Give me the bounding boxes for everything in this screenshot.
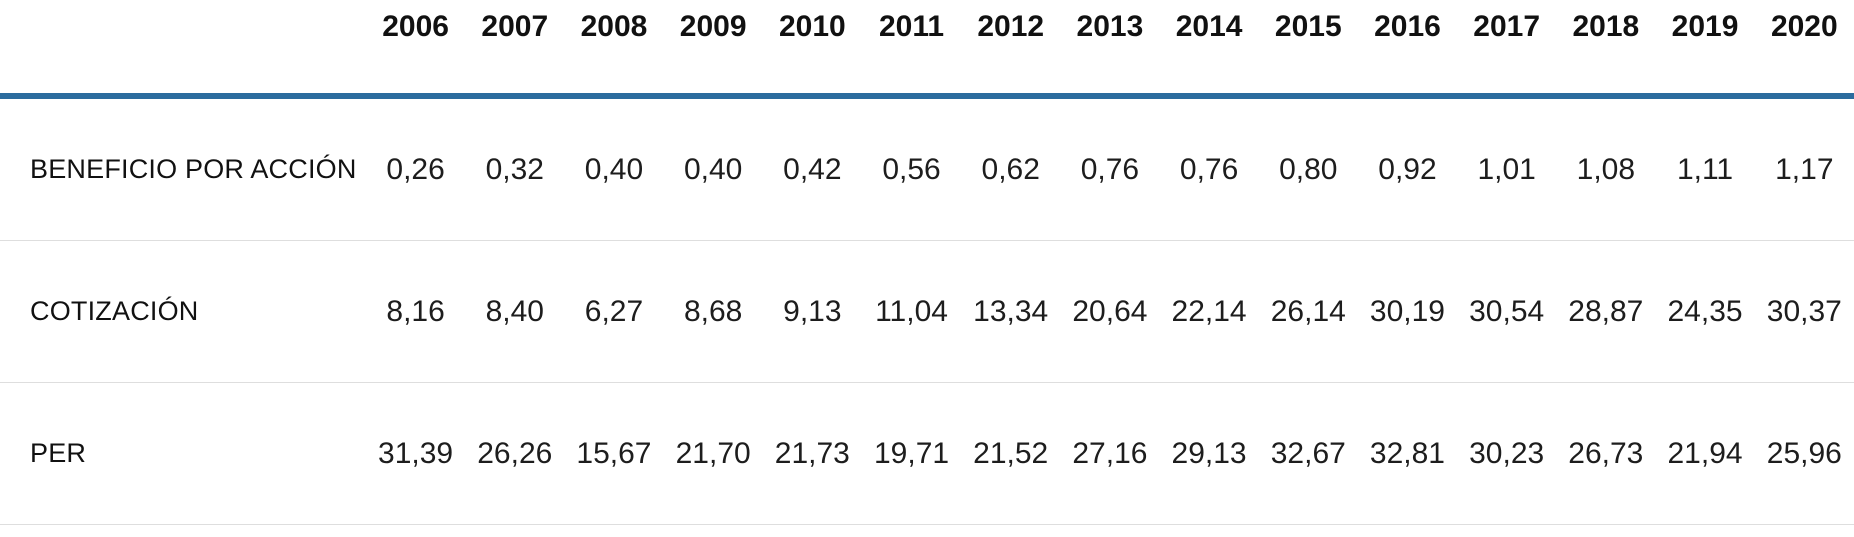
- cell-value: 21,52: [973, 436, 1049, 470]
- cell-value: 22,14: [1171, 294, 1247, 328]
- cell-value: 31,39: [378, 436, 454, 470]
- year-header-2013: 2013: [1076, 10, 1144, 43]
- cell-value: 0,76: [1179, 152, 1239, 186]
- cell-value: 27,16: [1072, 436, 1148, 470]
- year-header-2018: 2018: [1572, 10, 1640, 43]
- cell-value: 28,87: [1568, 294, 1644, 328]
- year-header-2019: 2019: [1671, 10, 1739, 43]
- corner-cell: [0, 0, 366, 96]
- year-header-2007: 2007: [481, 10, 549, 43]
- table-row-per: PER 31,39 26,26 15,67 21,70 21,73 19,71 …: [0, 383, 1854, 525]
- cell-value: 21,94: [1667, 436, 1743, 470]
- cell-value: 20,64: [1072, 294, 1148, 328]
- financial-metrics-table: 2006 2007 2008 2009 2010 2011 2012 2013 …: [0, 0, 1854, 525]
- year-header-2009: 2009: [679, 10, 747, 43]
- year-header-2014: 2014: [1175, 10, 1243, 43]
- cell-value: 32,81: [1369, 436, 1445, 470]
- cell-value: 15,67: [576, 436, 652, 470]
- cell-value: 0,42: [783, 152, 842, 186]
- cell-value: 26,73: [1568, 436, 1644, 470]
- cell-value: 0,76: [1080, 152, 1140, 186]
- cell-value: 30,23: [1469, 436, 1545, 470]
- cell-value: 0,62: [981, 152, 1040, 186]
- year-header-2017: 2017: [1473, 10, 1541, 43]
- year-header-2006: 2006: [382, 10, 449, 43]
- cell-value: 1,01: [1477, 152, 1536, 186]
- year-header-2015: 2015: [1274, 10, 1342, 43]
- year-header-2008: 2008: [580, 10, 648, 43]
- cell-value: 0,40: [683, 152, 743, 186]
- cell-value: 26,26: [477, 436, 553, 470]
- cell-value: 0,56: [882, 152, 941, 186]
- header-row: 2006 2007 2008 2009 2010 2011 2012 2013 …: [0, 0, 1854, 96]
- cell-value: 30,19: [1369, 294, 1445, 328]
- year-header-2020: 2020: [1770, 10, 1838, 43]
- row-label: COTIZACIÓN: [30, 296, 199, 326]
- row-label: PER: [30, 438, 87, 468]
- cell-value: 9,13: [783, 294, 842, 328]
- table-row-beneficio-por-accion: BENEFICIO POR ACCIÓN 0,26 0,32 0,40 0,40…: [0, 96, 1854, 241]
- cell-value: 21,70: [675, 436, 751, 470]
- financial-metrics-table-wrap: 2006 2007 2008 2009 2010 2011 2012 2013 …: [0, 0, 1854, 525]
- cell-value: 0,80: [1279, 152, 1338, 186]
- cell-value: 30,54: [1469, 294, 1545, 328]
- row-label: BENEFICIO POR ACCIÓN: [30, 154, 357, 184]
- cell-value: 0,26: [386, 152, 445, 186]
- cell-value: 8,68: [683, 294, 743, 328]
- cell-value: 26,14: [1270, 294, 1346, 328]
- cell-value: 0,92: [1378, 152, 1437, 186]
- cell-value: 1,08: [1576, 152, 1636, 186]
- year-header-2010: 2010: [778, 10, 846, 43]
- year-header-2011: 2011: [878, 10, 945, 43]
- cell-value: 19,71: [873, 436, 950, 470]
- cell-value: 1,17: [1775, 152, 1834, 186]
- year-header-2016: 2016: [1374, 10, 1441, 43]
- cell-value: 13,34: [973, 294, 1049, 328]
- cell-value: 21,73: [774, 436, 850, 470]
- cell-value: 25,96: [1766, 436, 1842, 470]
- cell-value: 1,11: [1676, 152, 1734, 186]
- table-row-cotizacion: COTIZACIÓN 8,16 8,40 6,27 8,68 9,13 11,0…: [0, 241, 1854, 383]
- cell-value: 29,13: [1171, 436, 1247, 470]
- year-header-2012: 2012: [977, 10, 1045, 43]
- cell-value: 8,16: [386, 294, 445, 328]
- cell-value: 32,67: [1270, 436, 1346, 470]
- cell-value: 0,40: [584, 152, 644, 186]
- cell-value: 30,37: [1766, 294, 1842, 328]
- cell-value: 0,32: [485, 152, 544, 186]
- cell-value: 8,40: [485, 294, 544, 328]
- cell-value: 11,04: [875, 294, 948, 328]
- cell-value: 24,35: [1667, 294, 1743, 328]
- cell-value: 6,27: [584, 294, 644, 328]
